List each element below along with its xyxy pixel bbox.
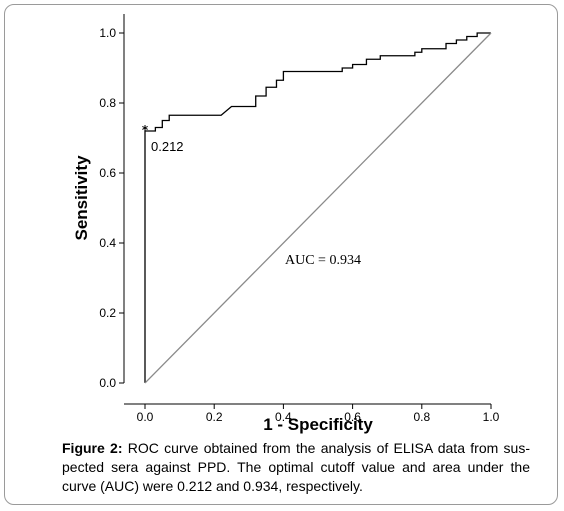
y-tick-label: 1.0 xyxy=(99,26,116,40)
x-tick-label: 0.6 xyxy=(344,410,361,424)
roc-curve xyxy=(144,32,491,383)
y-tick-label: 0.0 xyxy=(99,376,116,390)
caption-label: Figure 2: xyxy=(62,440,123,456)
cutoff-marker: * xyxy=(142,123,149,137)
x-axis-label: 1 - Specificity xyxy=(263,415,373,434)
x-tick-label: 0.8 xyxy=(413,410,430,424)
x-tick-label: 0.2 xyxy=(206,410,223,424)
auc-annotation: AUC = 0.934 xyxy=(285,253,361,268)
y-tick-label: 0.8 xyxy=(99,96,116,110)
reference-diagonal xyxy=(144,32,492,384)
cutoff-label: 0.212 xyxy=(151,139,184,154)
series: * xyxy=(142,32,492,384)
figure-frame xyxy=(4,4,558,505)
y-tick-label: 0.6 xyxy=(99,166,116,180)
axes xyxy=(123,14,491,405)
y-tick-label: 0.4 xyxy=(99,236,116,250)
y-tick-label: 0.2 xyxy=(99,306,116,320)
y-axis-label: Sensitivity xyxy=(72,155,91,241)
figure-caption: Figure 2: ROC curve obtained from the an… xyxy=(62,439,530,496)
caption-text: ROC curve obtained from the analysis of … xyxy=(62,440,530,494)
x-tick-label: 0.0 xyxy=(137,410,154,424)
x-tick-label: 0.4 xyxy=(275,410,292,424)
x-tick-label: 1.0 xyxy=(483,410,500,424)
ticks: 0.0 0.2 0.4 0.6 0.8 1.0 0.0 0.2 0.4 0.6 0.8 1.0 xyxy=(99,26,499,424)
